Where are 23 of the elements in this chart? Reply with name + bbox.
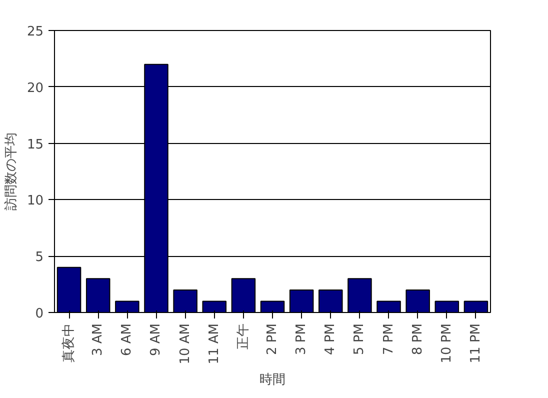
x-tick-label: 5 PM bbox=[352, 323, 368, 355]
x-tick-label: 7 PM bbox=[381, 323, 396, 355]
y-tick-label: 0 bbox=[35, 306, 44, 322]
y-tick-label: 25 bbox=[26, 24, 44, 40]
x-tick-label: 10 AM bbox=[178, 323, 193, 364]
x-tick-label: 11 AM bbox=[206, 323, 222, 364]
y-axis-title: 訪問数の平均 bbox=[4, 132, 19, 210]
x-axis-title: 時間 bbox=[260, 372, 286, 388]
x-tick-label: 4 PM bbox=[323, 323, 338, 355]
y-tick-label: 20 bbox=[26, 80, 44, 96]
x-tick-label: 6 AM bbox=[120, 323, 135, 356]
x-tick-label: 2 PM bbox=[265, 323, 280, 355]
x-tick-label: 10 PM bbox=[439, 323, 454, 364]
y-tick-label: 10 bbox=[26, 194, 44, 209]
x-tick-label: 3 PM bbox=[294, 323, 310, 355]
y-tick-label: 15 bbox=[26, 137, 44, 152]
x-tick-label: 3 AM bbox=[90, 323, 106, 356]
x-tick-label: 正午 bbox=[236, 324, 251, 350]
y-tick-label: 5 bbox=[35, 250, 44, 266]
x-tick-label: 9 AM bbox=[148, 323, 164, 356]
x-tick-label: 8 PM bbox=[410, 323, 426, 355]
x-tick-label: 真夜中 bbox=[60, 324, 77, 362]
x-tick-label: 11 PM bbox=[468, 323, 484, 364]
